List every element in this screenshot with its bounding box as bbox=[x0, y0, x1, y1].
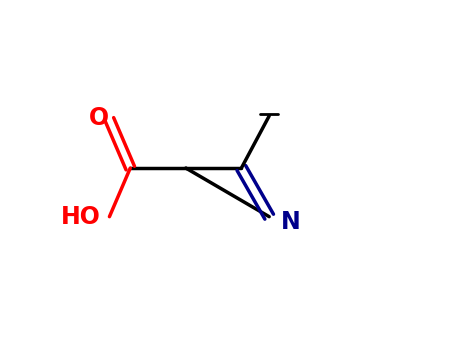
Text: HO: HO bbox=[61, 205, 101, 229]
Text: O: O bbox=[89, 106, 109, 130]
Text: N: N bbox=[281, 210, 301, 234]
